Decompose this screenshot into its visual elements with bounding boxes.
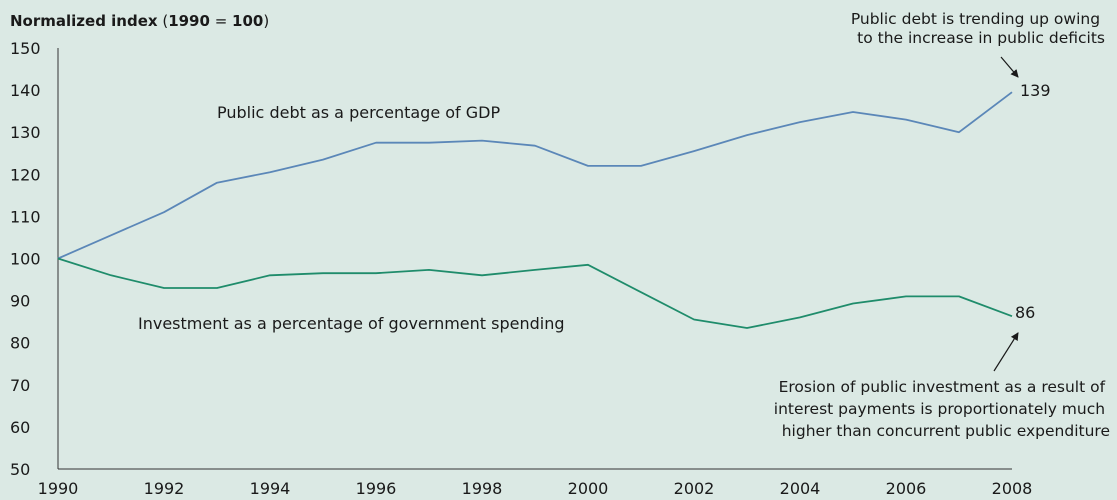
chart-title: Normalized index (1990 = 100) — [10, 12, 269, 30]
annotation-arrow-public-debt — [1000, 56, 1019, 78]
chart-title-close-paren: ) — [263, 12, 269, 30]
series-layer — [57, 91, 1013, 329]
series-line-public-debt — [57, 91, 1013, 260]
annotation-public-debt-line-1: Public debt is trending up owing — [851, 10, 1100, 28]
chart-title-open-paren: ( — [158, 12, 169, 30]
x-tick-label: 1998 — [462, 479, 503, 498]
y-tick-label: 130 — [10, 123, 41, 142]
annotation-investment-line-1: Erosion of public investment as a result… — [779, 378, 1106, 396]
x-tick-label: 1992 — [144, 479, 185, 498]
annotation-investment-line-3: higher than concurrent public expenditur… — [782, 422, 1110, 440]
x-axis-ticks: 1990 1992 1994 1996 1998 2000 2002 2004 2006 2008 — [38, 479, 1033, 498]
series-label-public-debt: Public debt as a percentage of GDP — [217, 103, 500, 122]
y-tick-label: 60 — [10, 418, 30, 437]
series-label-investment: Investment as a percentage of government… — [138, 314, 565, 333]
x-tick-label: 1990 — [38, 479, 79, 498]
y-tick-label: 80 — [10, 334, 30, 353]
chart-title-main: Normalized index — [10, 12, 158, 30]
y-tick-label: 90 — [10, 292, 30, 311]
end-label-investment: 86 — [1015, 303, 1035, 322]
x-tick-label: 1994 — [250, 479, 291, 498]
y-tick-label: 100 — [10, 250, 41, 269]
x-tick-label: 2006 — [886, 479, 927, 498]
x-tick-label: 2002 — [674, 479, 715, 498]
chart-title-base-year: 1990 — [168, 12, 210, 30]
annotation-public-debt: Public debt is trending up owing to the … — [851, 10, 1105, 47]
y-axis-ticks: 50 60 70 80 90 100 110 120 130 140 150 — [10, 39, 41, 479]
annotation-public-debt-line-2: to the increase in public deficits — [857, 29, 1105, 47]
x-tick-label: 1996 — [356, 479, 397, 498]
end-label-public-debt: 139 — [1020, 81, 1051, 100]
annotation-arrow-investment — [993, 332, 1019, 372]
y-tick-label: 120 — [10, 165, 41, 184]
annotation-investment-line-2: interest payments is proportionately muc… — [774, 400, 1105, 418]
chart-title-equals: = — [210, 12, 232, 30]
chart-title-base-value: 100 — [232, 12, 263, 30]
x-tick-label: 2000 — [568, 479, 609, 498]
y-tick-label: 150 — [10, 39, 41, 58]
y-tick-label: 110 — [10, 207, 41, 226]
y-tick-label: 140 — [10, 81, 41, 100]
series-line-investment — [57, 257, 1013, 329]
x-tick-label: 2008 — [992, 479, 1033, 498]
y-tick-label: 50 — [10, 460, 30, 479]
y-tick-label: 70 — [10, 376, 30, 395]
annotation-investment: Erosion of public investment as a result… — [774, 378, 1110, 440]
x-tick-label: 2004 — [780, 479, 821, 498]
